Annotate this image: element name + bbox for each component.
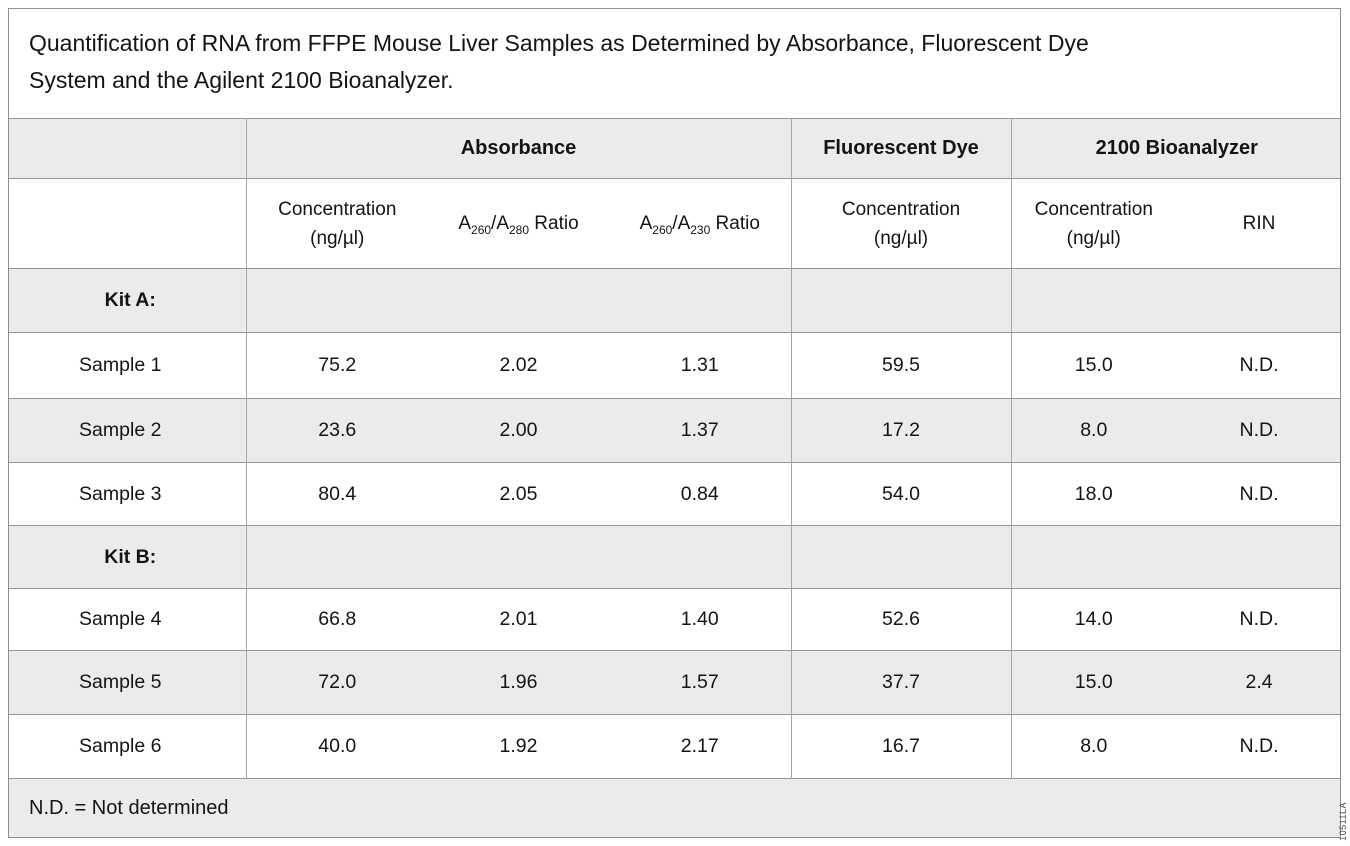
column-header-rin: RIN [1176,178,1340,269]
table-row-kit-a: Kit A: [9,268,1340,333]
data-cell: 66.8 [246,588,428,651]
data-cell: 40.0 [246,714,428,779]
column-header-a260-a280-ratio: A260/A280 Ratio [428,178,609,269]
data-cell: 0.84 [609,462,792,526]
empty-cell [791,268,1012,333]
footnote-row: N.D. = Not determined [9,778,1340,837]
data-cell: 2.17 [609,714,792,779]
data-cell: 1.96 [428,650,609,715]
table-row-sample-6: Sample 6 40.0 1.92 2.17 16.7 8.0 N.D. [9,714,1340,779]
empty-cell [246,268,792,333]
data-cell: 15.0 [1011,650,1177,715]
table-row-sample-3: Sample 3 80.4 2.05 0.84 54.0 18.0 N.D. [9,462,1340,526]
column-header-fluor-concentration: Concentration (ng/µl) [791,178,1012,269]
empty-cell [791,525,1012,589]
row-label-kit-a: Kit A: [9,268,247,333]
data-cell: 75.2 [246,332,428,399]
data-cell: 2.01 [428,588,609,651]
data-cell: 2.05 [428,462,609,526]
data-cell: N.D. [1176,398,1340,463]
data-cell: 1.92 [428,714,609,779]
data-cell: 1.57 [609,650,792,715]
group-header-row: Absorbance Fluorescent Dye 2100 Bioanaly… [9,118,1340,179]
data-cell: 15.0 [1011,332,1177,399]
table-row-kit-b: Kit B: [9,525,1340,589]
row-label: Sample 3 [9,462,247,526]
data-cell: 52.6 [791,588,1012,651]
row-label: Sample 4 [9,588,247,651]
data-cell: 1.40 [609,588,792,651]
table-row-sample-4: Sample 4 66.8 2.01 1.40 52.6 14.0 N.D. [9,588,1340,651]
row-label: Sample 6 [9,714,247,779]
data-cell: N.D. [1176,462,1340,526]
footnote: N.D. = Not determined [9,778,1340,837]
group-header-bioanalyzer: 2100 Bioanalyzer [1011,118,1340,179]
row-label: Sample 5 [9,650,247,715]
table-title: Quantification of RNA from FFPE Mouse Li… [9,9,1340,118]
data-cell: 16.7 [791,714,1012,779]
data-cell: 37.7 [791,650,1012,715]
data-cell: 8.0 [1011,398,1177,463]
empty-cell [1011,525,1340,589]
data-table: Absorbance Fluorescent Dye 2100 Bioanaly… [9,118,1340,837]
table-row-sample-2: Sample 2 23.6 2.00 1.37 17.2 8.0 N.D. [9,398,1340,463]
row-label: Sample 2 [9,398,247,463]
data-cell: 2.4 [1176,650,1340,715]
data-cell: 59.5 [791,332,1012,399]
row-label: Sample 1 [9,332,247,399]
data-cell: 1.31 [609,332,792,399]
table-row-sample-1: Sample 1 75.2 2.02 1.31 59.5 15.0 N.D. [9,332,1340,399]
column-header-abs-concentration: Concentration (ng/µl) [246,178,428,269]
column-header-bio-concentration: Concentration (ng/µl) [1011,178,1177,269]
empty-cell [246,525,792,589]
column-header-row: Concentration (ng/µl) A260/A280 Ratio A2… [9,178,1340,269]
data-cell: 1.37 [609,398,792,463]
data-cell: N.D. [1176,714,1340,779]
empty-cell [1011,268,1340,333]
column-header-a260-a230-ratio: A260/A230 Ratio [609,178,792,269]
data-cell: 14.0 [1011,588,1177,651]
table-title-line-2: System and the Agilent 2100 Bioanalyzer. [29,67,454,93]
data-cell: 72.0 [246,650,428,715]
data-cell: 2.02 [428,332,609,399]
group-header-fluorescent-dye: Fluorescent Dye [791,118,1012,179]
document-code-label: 10511LA [1338,802,1348,841]
figure-table-container: Quantification of RNA from FFPE Mouse Li… [8,8,1341,838]
table-row-sample-5: Sample 5 72.0 1.96 1.57 37.7 15.0 2.4 [9,650,1340,715]
data-cell: 17.2 [791,398,1012,463]
group-header-empty [9,118,247,179]
data-cell: 80.4 [246,462,428,526]
data-cell: 2.00 [428,398,609,463]
column-header-empty [9,178,247,269]
group-header-absorbance: Absorbance [246,118,792,179]
data-cell: N.D. [1176,332,1340,399]
table-title-line-1: Quantification of RNA from FFPE Mouse Li… [29,30,1089,56]
data-cell: 18.0 [1011,462,1177,526]
data-cell: N.D. [1176,588,1340,651]
row-label-kit-b: Kit B: [9,525,247,589]
data-cell: 8.0 [1011,714,1177,779]
data-cell: 23.6 [246,398,428,463]
data-cell: 54.0 [791,462,1012,526]
